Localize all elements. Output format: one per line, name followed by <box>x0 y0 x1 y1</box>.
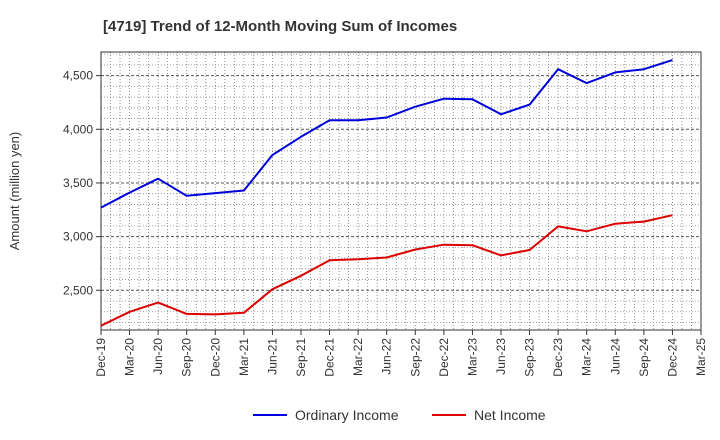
x-tick-label: Jun-20 <box>151 338 165 375</box>
legend-item: Ordinary Income <box>253 407 399 423</box>
x-tick-label: Dec-19 <box>94 338 108 377</box>
legend-label: Net Income <box>474 407 546 423</box>
y-tick-label: 3,000 <box>63 230 93 244</box>
y-axis-ticks: 2,500 3,000 3,500 4,000 4,500 <box>63 69 101 297</box>
y-tick-label: 4,500 <box>63 69 93 83</box>
legend-item: Net Income <box>432 407 546 423</box>
y-tick-label: 3,500 <box>63 176 93 190</box>
y-tick-label: 4,000 <box>63 122 93 136</box>
x-tick-label: Mar-20 <box>123 338 137 376</box>
x-tick-label: Dec-21 <box>323 338 337 377</box>
x-tick-label: Sep-20 <box>180 338 194 377</box>
series-line-net-income <box>100 214 673 327</box>
x-tick-label: Sep-24 <box>637 338 651 377</box>
plot-frame <box>100 51 702 331</box>
x-tick-label: Mar-21 <box>237 338 251 376</box>
y-axis-label: Amount (million yen) <box>7 132 22 251</box>
x-tick-label: Sep-23 <box>523 338 537 377</box>
series-line-ordinary-income <box>100 59 673 209</box>
legend: Ordinary Income Net Income <box>253 407 546 423</box>
x-tick-label: Jun-23 <box>494 338 508 375</box>
x-tick-label: Sep-21 <box>294 338 308 377</box>
x-tick-label: Sep-22 <box>408 338 422 377</box>
chart-title: [4719] Trend of 12-Month Moving Sum of I… <box>103 18 457 35</box>
x-tick-label: Mar-22 <box>351 338 365 376</box>
x-tick-label: Dec-20 <box>208 338 222 377</box>
x-tick-label: Dec-24 <box>665 338 679 377</box>
legend-label: Ordinary Income <box>295 407 399 423</box>
x-tick-label: Dec-22 <box>437 338 451 377</box>
x-tick-label: Jun-21 <box>265 338 279 375</box>
grid <box>101 52 701 330</box>
x-axis-ticks: Dec-19 Mar-20 Jun-20 Sep-20 Dec-20 Mar-21 Jun-… <box>94 330 708 377</box>
y-tick-label: 2,500 <box>63 283 93 297</box>
x-tick-label: Mar-24 <box>580 338 594 376</box>
x-tick-label: Mar-23 <box>465 338 479 376</box>
x-tick-label: Dec-23 <box>551 338 565 377</box>
x-tick-label: Jun-24 <box>608 338 622 375</box>
x-tick-label: Jun-22 <box>380 338 394 375</box>
series-lines <box>100 59 673 327</box>
x-tick-label: Mar-25 <box>694 338 708 376</box>
